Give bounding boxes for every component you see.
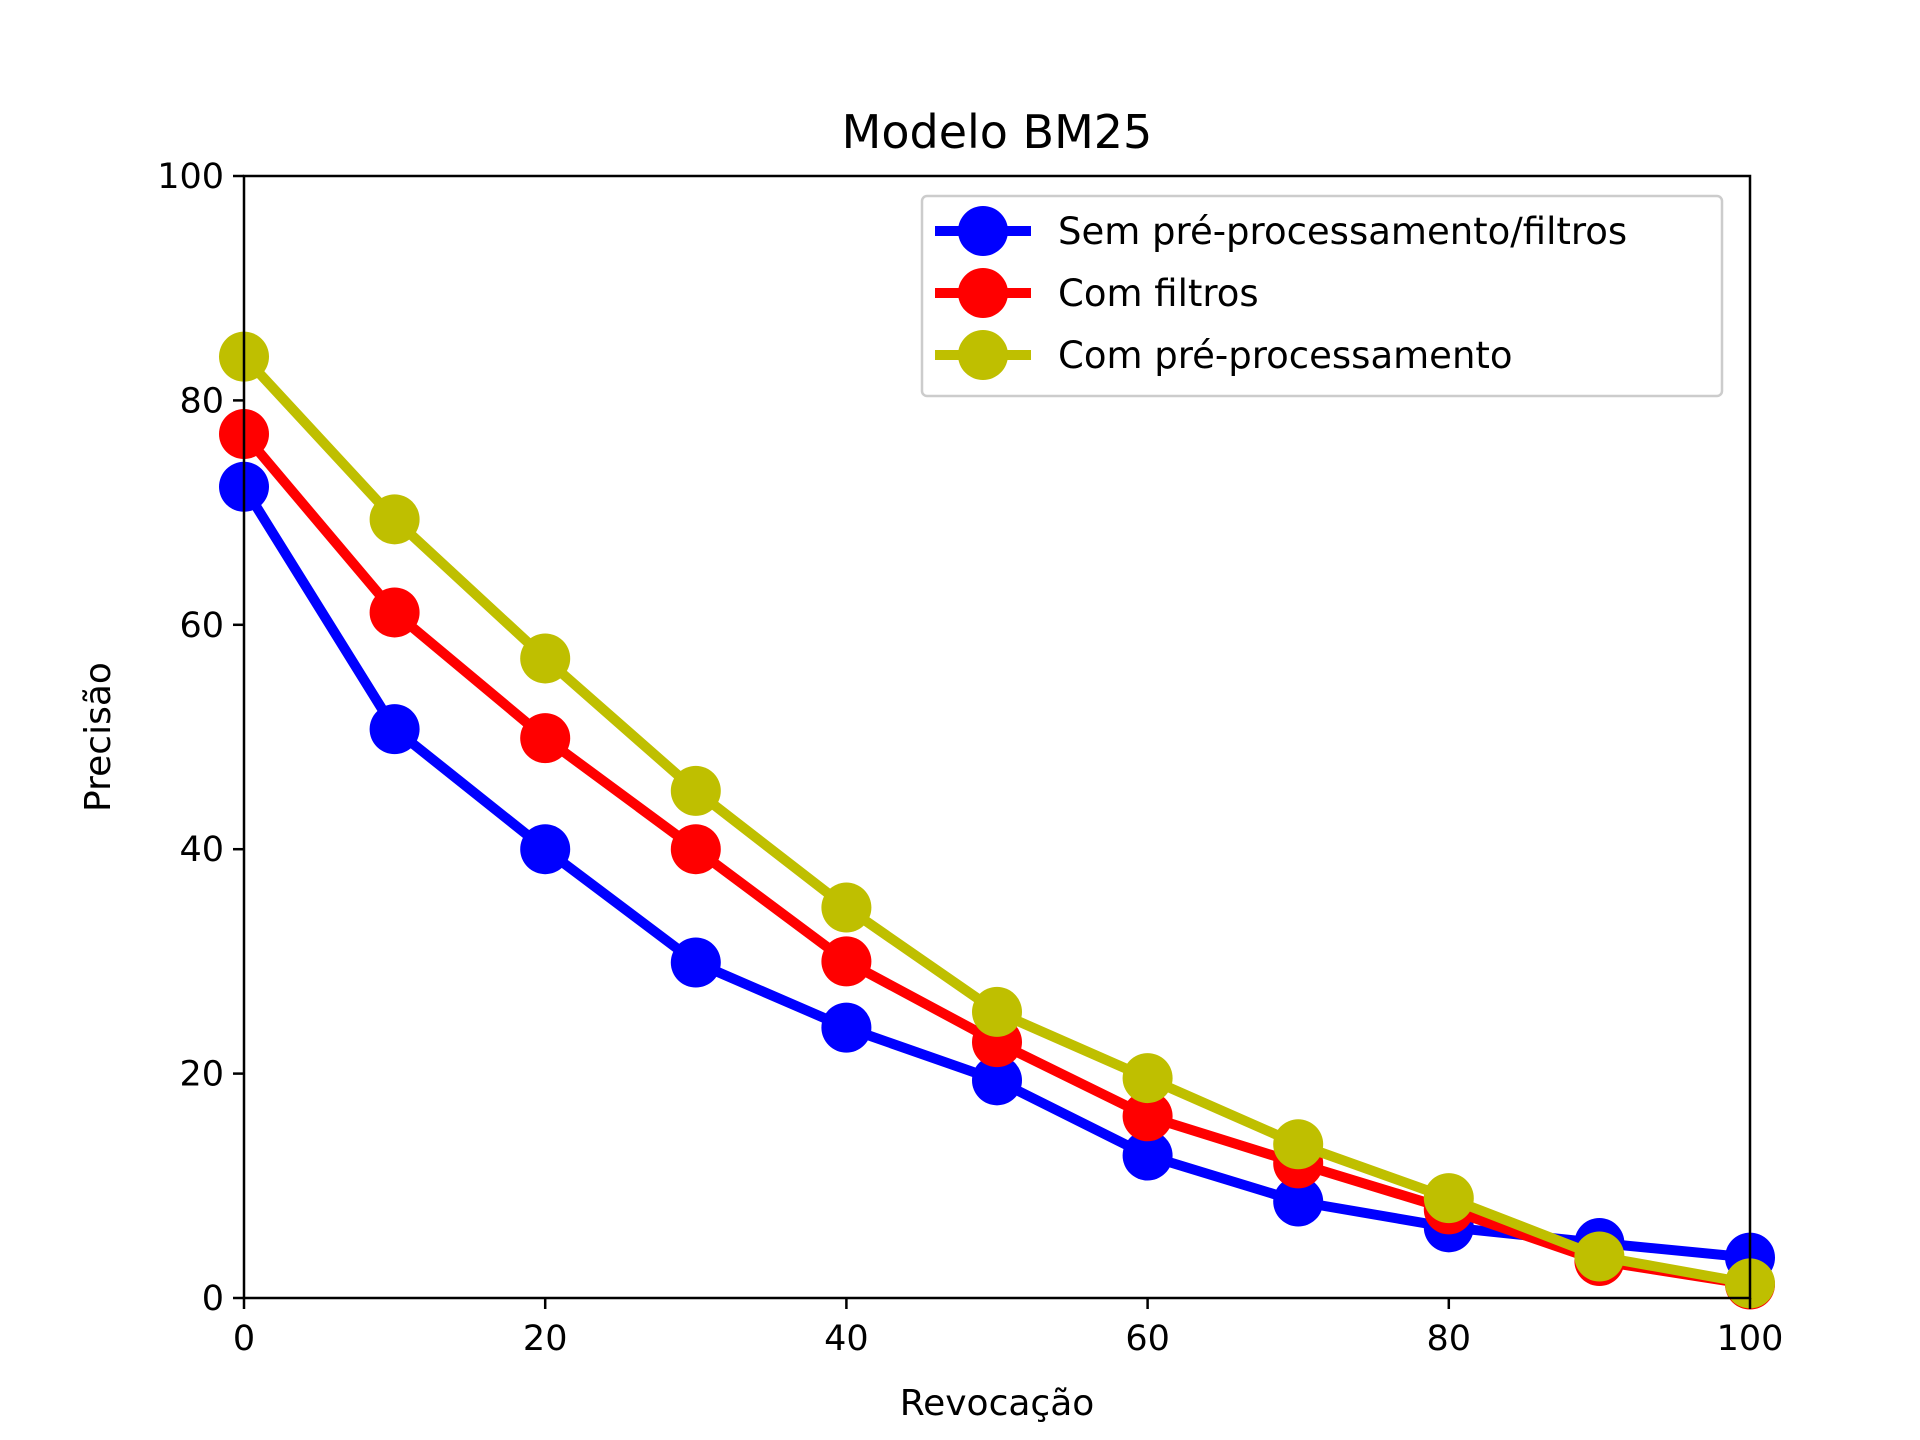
legend-label: Sem pré-processamento/filtros bbox=[1058, 210, 1627, 253]
data-point bbox=[1122, 1130, 1173, 1181]
legend-box bbox=[920, 194, 1724, 398]
series-line bbox=[240, 430, 1751, 1290]
legend-swatch-marker bbox=[958, 330, 1008, 380]
data-point bbox=[369, 494, 420, 545]
x-tick-label: 20 bbox=[523, 1319, 568, 1359]
legend-item-com-pre-processamento: Com pré-processamento bbox=[935, 330, 1513, 380]
legend-label: Com pré-processamento bbox=[1058, 334, 1513, 377]
data-point bbox=[670, 937, 721, 988]
data-point bbox=[670, 765, 721, 816]
series-line bbox=[239, 484, 1751, 1263]
data-point bbox=[1122, 1091, 1173, 1142]
data-point bbox=[1273, 1119, 1324, 1170]
y-axis-label: Precisão bbox=[78, 662, 119, 812]
legend-swatch-marker bbox=[958, 268, 1008, 318]
x-tick-label: 80 bbox=[1427, 1319, 1472, 1359]
data-point bbox=[1273, 1176, 1324, 1227]
data-point bbox=[369, 587, 420, 638]
series-layer bbox=[219, 331, 1775, 1310]
y-tick-label: 100 bbox=[157, 157, 224, 197]
x-axis: 0 20 40 60 80 100 bbox=[233, 1298, 1784, 1359]
data-point bbox=[821, 936, 872, 987]
data-point bbox=[1423, 1173, 1474, 1224]
data-point bbox=[520, 824, 571, 875]
legend-item-sem-pre-processamento-filtros: Sem pré-processamento/filtros bbox=[935, 206, 1627, 256]
data-point bbox=[520, 713, 571, 764]
data-point bbox=[972, 1055, 1022, 1106]
y-tick-label: 0 bbox=[202, 1279, 224, 1319]
data-point bbox=[369, 704, 420, 755]
legend: Sem pré-processamento/filtros Com filtros… bbox=[920, 194, 1724, 398]
y-tick-label: 80 bbox=[179, 381, 224, 421]
y-tick-label: 20 bbox=[179, 1055, 224, 1095]
x-tick-label: 40 bbox=[824, 1319, 869, 1359]
plot-frame bbox=[242, 174, 1752, 1300]
x-tick-label: 0 bbox=[233, 1319, 255, 1359]
x-tick-label: 60 bbox=[1125, 1319, 1170, 1359]
data-point bbox=[972, 986, 1022, 1037]
data-point bbox=[1122, 1053, 1173, 1104]
y-tick-label: 60 bbox=[179, 606, 224, 646]
legend-label: Com filtros bbox=[1058, 272, 1259, 315]
series-line bbox=[240, 353, 1751, 1289]
x-tick-label: 100 bbox=[1717, 1319, 1784, 1359]
y-tick-label: 40 bbox=[179, 830, 224, 870]
data-point bbox=[520, 633, 571, 684]
data-point bbox=[670, 824, 721, 875]
series-sem-pre-processamento-filtros bbox=[219, 461, 1775, 1283]
legend-item-com-filtros: Com filtros bbox=[935, 268, 1259, 318]
series-com-pre-processamento bbox=[219, 331, 1775, 1309]
legend-swatch-marker bbox=[958, 206, 1008, 256]
chart-title: Modelo BM25 bbox=[842, 105, 1153, 159]
x-axis-label: Revocação bbox=[900, 1383, 1095, 1424]
series-com-filtros bbox=[219, 409, 1775, 1310]
data-point bbox=[821, 882, 872, 933]
y-axis: 0 20 40 60 80 100 bbox=[157, 157, 244, 1319]
data-point bbox=[821, 1002, 872, 1053]
data-point bbox=[1574, 1231, 1625, 1282]
